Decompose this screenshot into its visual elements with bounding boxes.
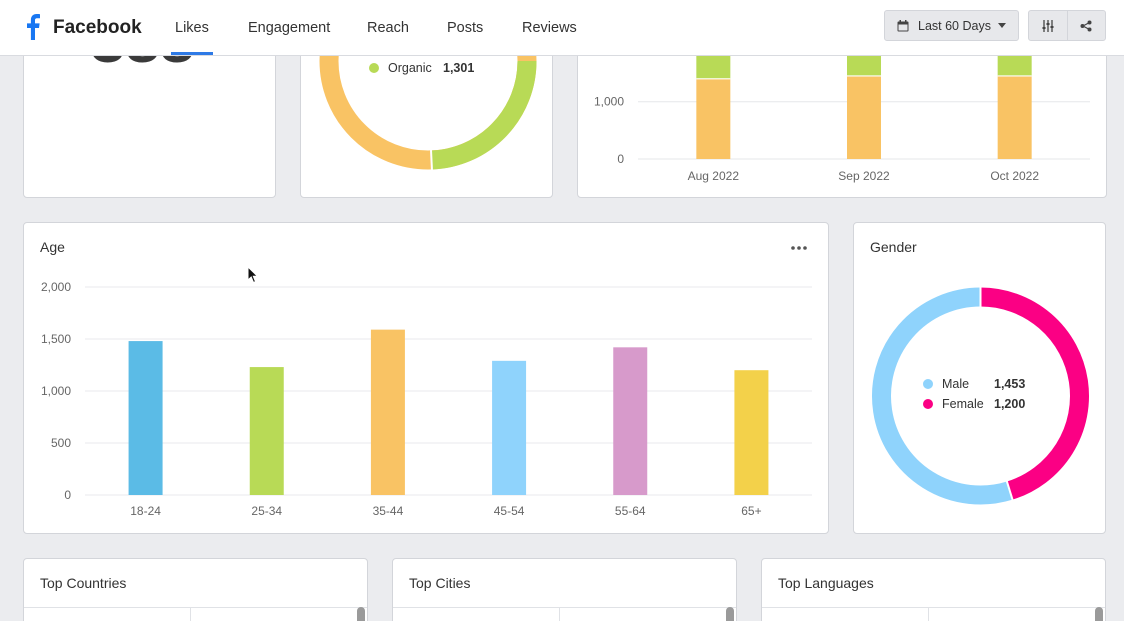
stacked-bar-segment[interactable] (696, 78, 731, 159)
age-bar-35-44[interactable] (370, 329, 405, 495)
tab-reviews[interactable]: Reviews (522, 20, 577, 36)
toolbar-actions (1028, 10, 1106, 41)
y-tick-label: 1,500 (41, 332, 71, 346)
legend-value-organic: 1,301 (443, 61, 475, 75)
gender-card: Gender Male 1,453 Female 1,200 (853, 222, 1106, 534)
age-card-title: Age (40, 239, 65, 255)
facebook-logo-icon (27, 14, 40, 40)
sliders-icon (1042, 19, 1054, 32)
legend-label-male: Male (942, 377, 970, 391)
x-tick-label: 45-54 (494, 504, 525, 518)
chevron-down-icon (997, 23, 1006, 28)
scrollbar-thumb[interactable] (1095, 607, 1103, 621)
top-countries-title: Top Countries (40, 575, 127, 591)
mouse-pointer-icon (247, 266, 259, 284)
legend-value-female: 1,200 (994, 397, 1026, 411)
age-bar-chart: 0 500 1,000 1,500 2,000 18-24 25-34 35-44 45-54 5… (41, 280, 812, 518)
tab-engagement[interactable]: Engagement (248, 20, 331, 36)
table-column-divider (190, 607, 191, 621)
share-button[interactable] (1066, 11, 1106, 40)
legend-value-male: 1,453 (994, 377, 1026, 391)
x-tick-label: Sep 2022 (838, 169, 890, 183)
legend-label-female: Female (942, 397, 984, 411)
top-cities-card: Top Cities (392, 558, 737, 621)
table-column-divider (928, 607, 929, 621)
x-tick-label: 18-24 (130, 504, 161, 518)
scrollbar-thumb[interactable] (357, 607, 365, 621)
source-donut-chart (319, 31, 537, 172)
top-cities-title: Top Cities (409, 575, 471, 591)
likes-source-card: Organic 1,301 (300, 30, 553, 198)
top-languages-card: Top Languages (761, 558, 1106, 621)
x-tick-label: 65+ (741, 504, 761, 518)
table-header-divider (762, 607, 1105, 608)
stacked-bar-segment[interactable] (997, 75, 1032, 159)
y-tick-label: 1,000 (41, 384, 71, 398)
segment-divider (1005, 480, 1014, 501)
donut-segment-male[interactable] (872, 287, 1013, 505)
page-title: Facebook (53, 17, 142, 38)
x-tick-label: Aug 2022 (688, 169, 740, 183)
legend-item-male: Male 1,453 (923, 377, 1025, 391)
filter-settings-button[interactable] (1029, 11, 1067, 40)
y-tick-label: 1,000 (594, 95, 624, 109)
donut-segment-organic (431, 60, 537, 170)
scrollbar-thumb[interactable] (726, 607, 734, 621)
x-tick-label: 25-34 (251, 504, 282, 518)
date-range-label: Last 60 Days (918, 18, 991, 33)
date-range-dropdown[interactable]: Last 60 Days (884, 10, 1019, 41)
tab-reach[interactable]: Reach (367, 20, 409, 36)
y-tick-label: 0 (64, 488, 71, 502)
legend-dot-female (923, 399, 933, 409)
more-options-icon[interactable] (790, 239, 808, 255)
y-tick-label: 2,000 (41, 280, 71, 294)
table-column-divider (559, 607, 560, 621)
x-tick-label: 35-44 (373, 504, 404, 518)
x-tick-label: 55-64 (615, 504, 646, 518)
x-tick-label: Oct 2022 (990, 169, 1039, 183)
age-bar-65+[interactable] (734, 370, 769, 495)
legend-item-female: Female 1,200 (923, 397, 1025, 411)
y-tick-label: 0 (617, 152, 624, 166)
age-bar-55-64[interactable] (613, 347, 648, 495)
top-navigation-bar: Facebook Likes Engagement Reach Posts Re… (0, 0, 1124, 56)
top-countries-card: Top Countries (23, 558, 368, 621)
top-languages-title: Top Languages (778, 575, 874, 591)
age-bar-45-54[interactable] (492, 360, 527, 495)
stacked-bar-segment[interactable] (847, 75, 881, 159)
calendar-icon (897, 19, 909, 31)
age-bar-18-24[interactable] (128, 341, 163, 495)
table-header-divider (24, 607, 367, 608)
table-header-divider (393, 607, 736, 608)
share-icon (1080, 20, 1092, 31)
legend-dot-male (923, 379, 933, 389)
donut-segment-female[interactable] (980, 287, 1089, 500)
gender-card-title: Gender (870, 239, 917, 255)
legend-label-organic: Organic (388, 61, 432, 75)
age-card: Age 0 500 1,000 1,500 2,000 18-24 25-34 35-44 45… (23, 222, 829, 534)
legend-item-organic: Organic 1,301 (369, 61, 474, 75)
age-bar-25-34[interactable] (249, 367, 284, 495)
tab-likes[interactable]: Likes (171, 20, 213, 55)
gender-donut-chart (872, 286, 1089, 505)
legend-dot-organic (369, 63, 379, 73)
tab-posts[interactable]: Posts (447, 20, 484, 36)
y-tick-label: 500 (51, 436, 71, 450)
